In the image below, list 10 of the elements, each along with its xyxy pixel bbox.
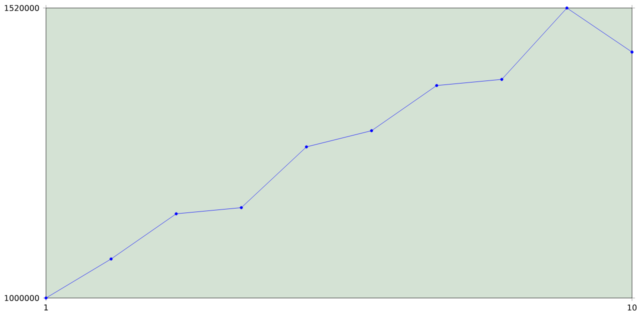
point <box>174 212 178 216</box>
point <box>500 78 504 81</box>
point <box>240 206 243 210</box>
point <box>370 129 374 132</box>
point <box>435 84 438 88</box>
point <box>44 296 48 300</box>
point <box>110 257 113 260</box>
point <box>565 6 568 10</box>
point <box>304 145 308 148</box>
point <box>630 50 634 54</box>
